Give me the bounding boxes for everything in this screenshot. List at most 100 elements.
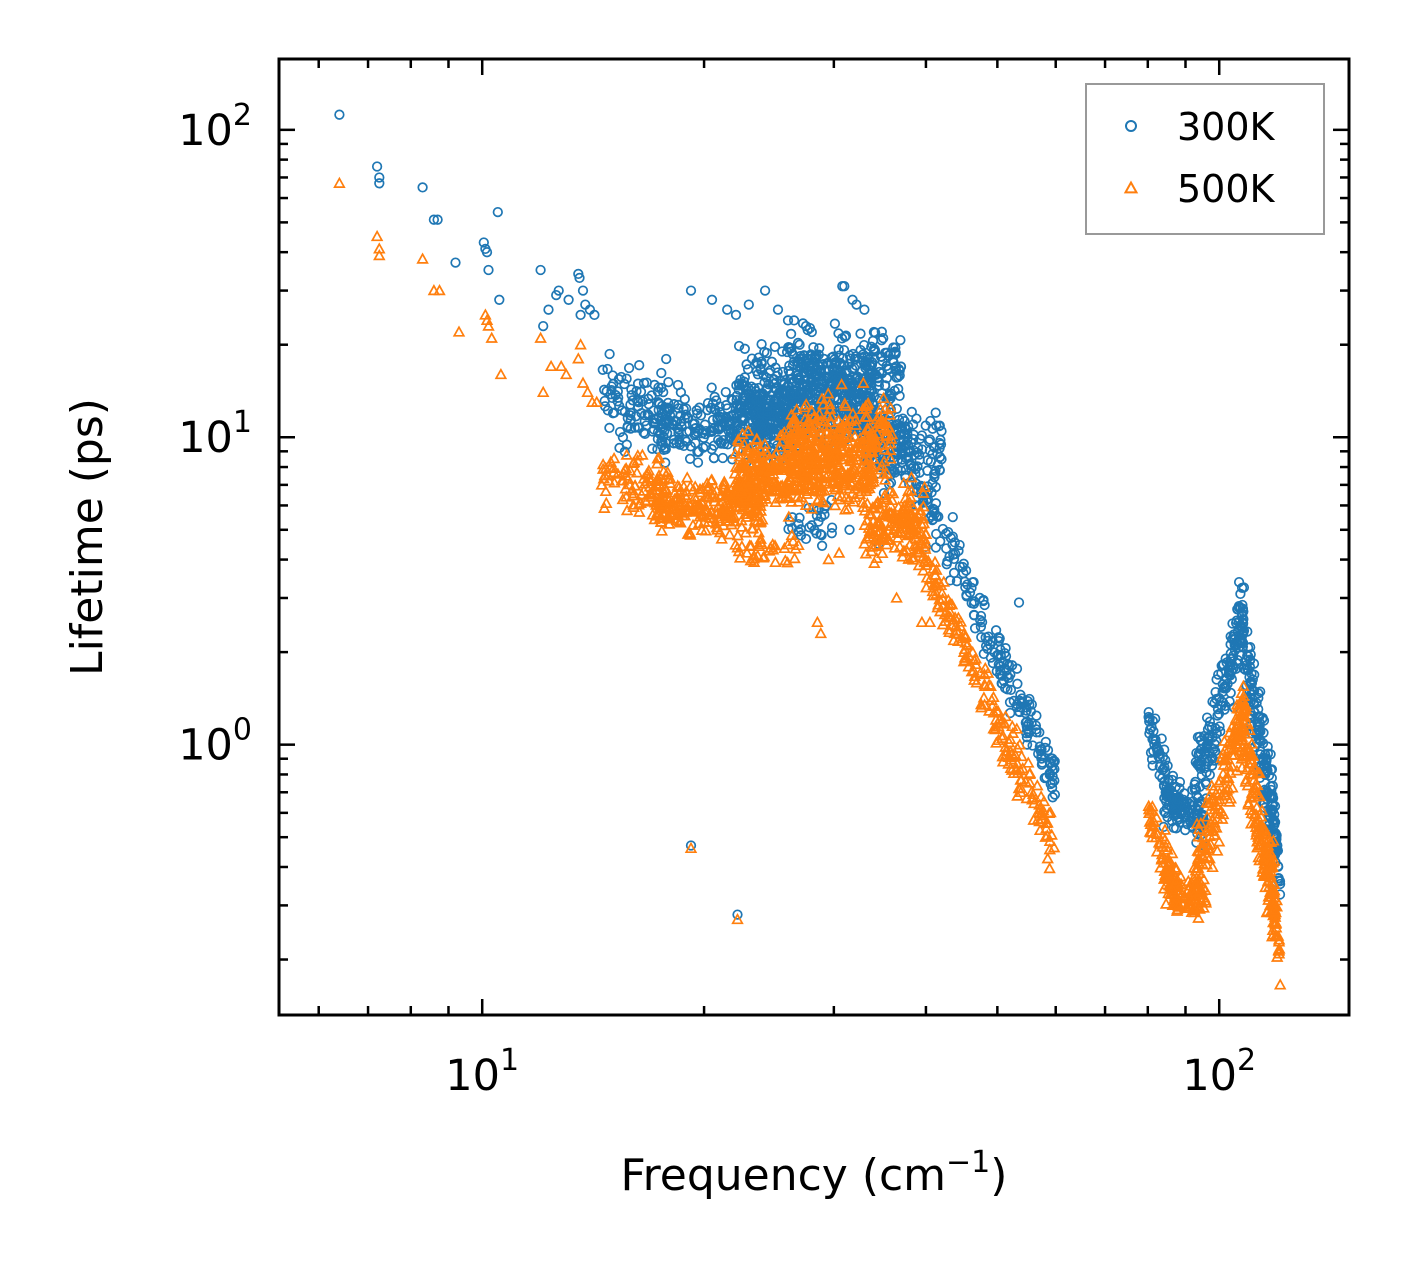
data-point — [745, 506, 759, 518]
data-point — [883, 408, 897, 420]
data-point — [718, 434, 729, 446]
data-point — [1200, 796, 1213, 808]
data-point — [554, 359, 568, 372]
data-point — [1171, 809, 1182, 820]
data-point — [626, 456, 640, 468]
data-point — [1202, 819, 1216, 831]
data-point — [673, 403, 684, 414]
data-point — [620, 503, 634, 516]
data-point — [1252, 730, 1263, 741]
data-point — [616, 492, 630, 505]
data-point — [750, 433, 764, 445]
data-point — [739, 343, 750, 354]
data-point — [866, 341, 877, 352]
data-point — [619, 462, 633, 474]
data-point — [766, 356, 778, 367]
data-point — [876, 507, 890, 519]
data-point — [804, 522, 815, 533]
data-point — [947, 511, 958, 523]
data-point — [870, 412, 884, 425]
data-point — [693, 482, 707, 495]
data-point — [855, 328, 866, 339]
data-point — [685, 285, 697, 296]
data-point — [1255, 686, 1266, 697]
data-point — [658, 386, 669, 398]
data-point — [636, 407, 647, 419]
data-point — [931, 601, 944, 613]
data-point — [663, 415, 675, 426]
data-point — [822, 444, 835, 456]
data-point — [870, 440, 884, 452]
data-point — [678, 440, 689, 452]
data-point — [781, 460, 795, 473]
data-point — [743, 299, 754, 310]
data-point — [814, 480, 828, 492]
data-point — [1011, 701, 1022, 713]
data-point — [600, 496, 613, 508]
data-point — [1152, 746, 1163, 758]
data-point — [1211, 844, 1224, 856]
data-point — [844, 358, 855, 369]
data-point — [765, 390, 776, 402]
data-point — [1197, 738, 1209, 749]
data-point — [749, 444, 763, 456]
data-point — [1258, 853, 1272, 865]
data-point — [1264, 861, 1277, 873]
legend-label: 300K — [1177, 105, 1276, 149]
data-point — [1011, 663, 1023, 674]
data-point — [1169, 863, 1183, 875]
data-point — [741, 475, 755, 487]
data-point — [784, 516, 796, 527]
data-point — [708, 495, 721, 507]
data-point — [846, 486, 859, 499]
data-point — [975, 621, 987, 632]
data-point — [623, 477, 636, 490]
data-point — [1005, 763, 1019, 775]
data-point — [877, 391, 890, 404]
data-point — [848, 429, 862, 441]
data-point — [631, 386, 642, 397]
data-point — [1235, 588, 1246, 600]
data-point — [758, 488, 772, 500]
legend-item-500k: 500K — [1123, 167, 1276, 211]
data-point — [924, 434, 936, 445]
data-point — [822, 477, 836, 489]
data-point — [589, 309, 600, 321]
data-point — [711, 500, 725, 513]
data-point — [797, 318, 809, 329]
data-point — [825, 410, 839, 422]
data-point — [690, 422, 701, 434]
data-point — [935, 439, 947, 450]
data-point — [884, 401, 897, 413]
data-point — [1211, 807, 1224, 819]
data-point — [919, 542, 932, 554]
data-point — [888, 522, 901, 534]
data-point — [1220, 700, 1231, 712]
data-point — [662, 511, 676, 523]
data-point — [652, 495, 666, 507]
data-point — [914, 537, 928, 549]
data-point — [1172, 899, 1185, 911]
data-point — [877, 454, 891, 467]
data-point — [877, 527, 890, 539]
data-point — [693, 446, 704, 457]
series-500k — [333, 176, 1287, 990]
data-point — [607, 408, 619, 419]
data-point — [816, 530, 827, 541]
data-point — [707, 398, 719, 409]
data-point — [1244, 661, 1256, 672]
data-point — [814, 343, 825, 354]
data-point — [773, 492, 787, 504]
data-point — [732, 909, 743, 920]
data-point — [1237, 603, 1249, 614]
data-point — [844, 524, 855, 535]
data-point — [1148, 733, 1159, 745]
data-point — [816, 398, 830, 410]
data-point — [1041, 852, 1054, 864]
data-point — [652, 498, 666, 510]
data-point — [908, 517, 922, 529]
data-point — [1237, 628, 1248, 639]
data-point — [1214, 692, 1225, 704]
data-point — [1189, 779, 1200, 790]
data-point — [847, 495, 861, 507]
